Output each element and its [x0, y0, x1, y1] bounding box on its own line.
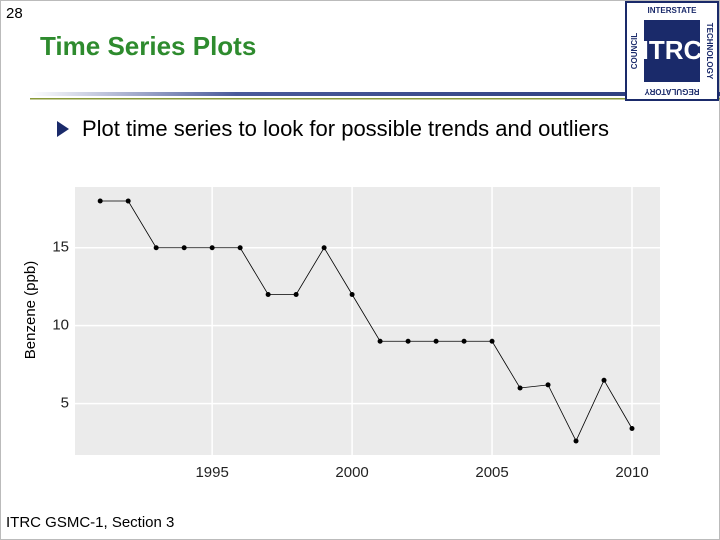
logo-core — [644, 20, 700, 82]
logo-right: TECHNOLOGY — [705, 23, 714, 80]
y-tick-label: 5 — [61, 395, 69, 412]
bullet-marker — [57, 121, 69, 137]
data-point — [461, 338, 467, 344]
data-point — [181, 245, 187, 251]
logo-bottom: REGULATORY — [644, 87, 700, 96]
data-point — [629, 426, 635, 432]
logo-top: INTERSTATE — [647, 6, 697, 15]
data-point — [293, 292, 299, 298]
y-tick-label: 10 — [52, 317, 69, 334]
data-point — [405, 338, 411, 344]
data-point — [125, 198, 131, 204]
data-point — [573, 438, 579, 444]
data-point — [517, 385, 523, 391]
footer: ITRC GSMC-1, Section 3 — [6, 514, 174, 531]
y-tick-label: 15 — [52, 239, 69, 256]
logo-left: COUNCIL — [630, 33, 639, 70]
x-tick-label: 2005 — [475, 464, 508, 481]
data-point — [153, 245, 159, 251]
x-tick-label: 1995 — [195, 464, 228, 481]
data-point — [433, 338, 439, 344]
data-point — [265, 292, 271, 298]
logo: ITRC INTERSTATE REGULATORY TECHNOLOGY CO… — [625, 1, 719, 101]
title-rule-2 — [30, 98, 720, 100]
y-axis-label: Benzene (ppb) — [22, 261, 39, 359]
data-point — [237, 245, 243, 251]
logo-main: ITRC — [642, 35, 703, 65]
plot-background — [75, 187, 660, 455]
data-point — [489, 338, 495, 344]
data-point — [601, 377, 607, 383]
x-tick-label: 2000 — [335, 464, 368, 481]
bullet-text: Plot time series to look for possible tr… — [82, 116, 610, 141]
data-point — [377, 338, 383, 344]
series-line — [100, 200, 633, 442]
bullet-box: Plot time series to look for possible tr… — [82, 116, 610, 141]
x-tick-label: 2010 — [615, 464, 648, 481]
data-point — [349, 292, 355, 298]
data-point — [545, 382, 551, 388]
slide-number: 28 — [6, 5, 23, 22]
data-point — [321, 245, 327, 251]
title-rule — [30, 92, 720, 96]
slide-title: Time Series Plots — [40, 31, 256, 61]
data-point — [97, 198, 103, 204]
data-point — [209, 245, 215, 251]
